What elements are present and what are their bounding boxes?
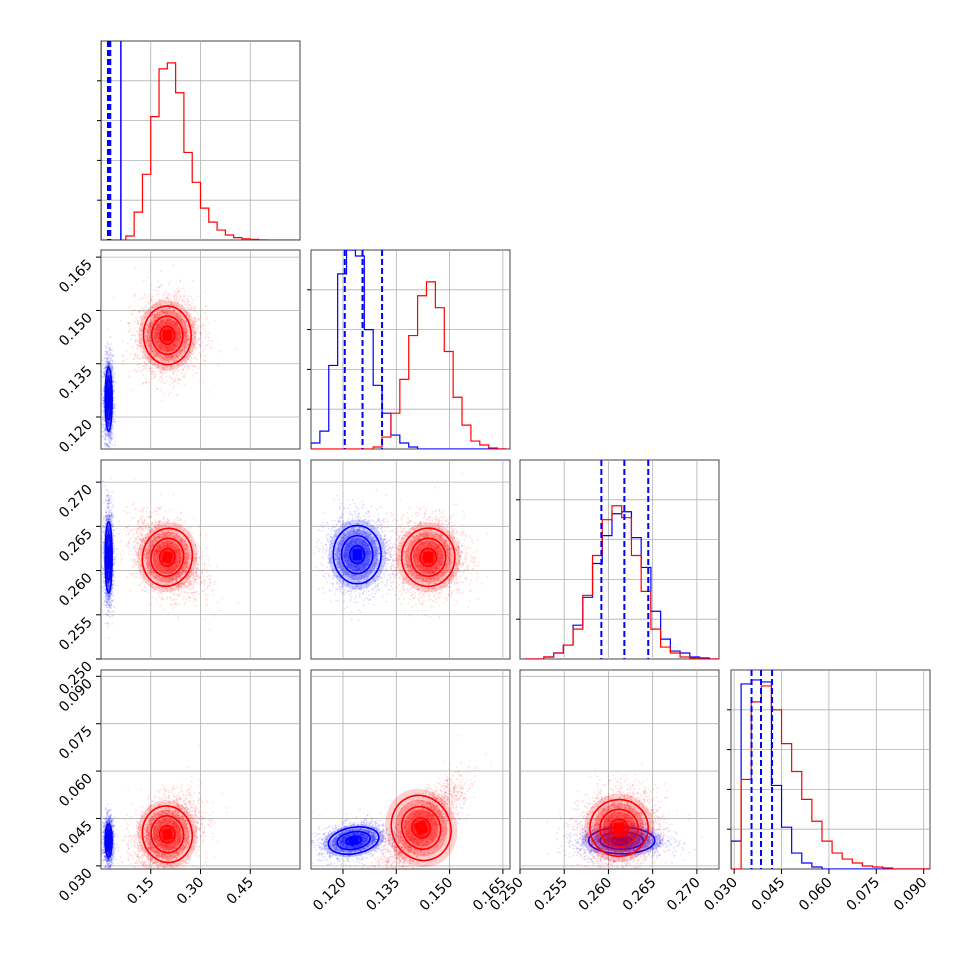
hist-panel-4-frame — [730, 669, 931, 870]
pair-panel-4-2-blue-samples — [311, 808, 428, 869]
pair-panel-4-1-red-contour-0 — [158, 824, 176, 844]
hist-panel-1-red-hist — [101, 62, 300, 240]
pair-panel-2-1-blue-contour-2 — [104, 366, 113, 432]
pair-panel-4-1-red-contour-1 — [150, 814, 185, 854]
pair-panel-4-1-red-density — [137, 800, 198, 869]
pair-panel-3-1-blue-contour-0 — [106, 545, 111, 570]
pair-panel-4-1-blue-contour-2 — [104, 823, 113, 858]
hist-panel-3 — [516, 459, 720, 660]
pair-panel-4-2-red-contour-1 — [400, 805, 442, 851]
pair-panel-4-3-red-contour-2 — [589, 798, 649, 858]
pair-panel-4-2-blue-contour-1 — [336, 830, 371, 851]
hist-panel-2-frame — [310, 249, 511, 450]
pair-panel-2-1-red-density — [138, 300, 196, 371]
pair-panel-3-2-red-density — [396, 522, 461, 593]
pair-panel-3-2 — [310, 459, 511, 660]
pair-panel-4-1-blue-density — [104, 820, 113, 861]
pair-panel-4-2-blue-contour-0 — [345, 835, 363, 846]
hist-panel-1 — [97, 40, 301, 241]
pair-panel-4-3-red-density — [584, 793, 655, 863]
hist-panel-2-red-hist — [311, 281, 507, 449]
pair-panel-4-1-blue-contour-0 — [106, 834, 111, 847]
pair-panel-2-1-red-contour-1 — [150, 315, 184, 356]
pair-panel-4-1-blue-contour-1 — [105, 828, 112, 853]
pair-panel-4-2-red-contour-2 — [390, 794, 452, 862]
pair-panel-3-1-blue-contour-2 — [104, 520, 113, 594]
pair-panel-2-1-blue-density — [104, 360, 113, 438]
pair-panel-2-1-red-contour-2 — [142, 305, 192, 366]
hist-panel-3-frame — [519, 459, 720, 660]
pair-panel-4-2-blue-contour-2 — [327, 826, 380, 856]
pair-panel-3-1-blue-contour-1 — [105, 533, 112, 582]
pair-panel-4-1-red-contour-2 — [141, 805, 194, 864]
pair-panel-3-1-red-contour-2 — [141, 527, 194, 588]
pair-panel-4-2-red-density — [385, 788, 458, 868]
pair-panel-3-2-red-contour-0 — [419, 547, 438, 568]
hist-panel-3-red-hist — [524, 505, 719, 659]
pair-panel-4-2-frame — [310, 669, 511, 870]
pair-panel-4-2-red-contour-0 — [411, 817, 432, 839]
pair-panel-3-2-blue-contour-2 — [332, 524, 382, 585]
pair-panel-2-1-blue-contour-0 — [106, 388, 111, 410]
pair-panel-3-2-red-contour-1 — [410, 537, 447, 578]
pair-panel-2-1-blue-contour-1 — [105, 377, 112, 421]
hist-panel-2-blue-hist — [311, 250, 507, 449]
pair-panel-3-1-red-contour-0 — [158, 547, 176, 567]
pair-panel-3-2-blue-contour-1 — [340, 534, 374, 575]
pair-panel-3-2-blue-density — [328, 519, 386, 590]
pair-panel-4-2-blue-density — [323, 824, 384, 858]
hist-panel-4-red-hist — [731, 685, 930, 869]
pair-panel-4-3-red-contour-0 — [609, 818, 629, 838]
pair-panel-3-1-blue-density — [104, 514, 113, 601]
pair-panel-2-1-red-contour-0 — [159, 325, 176, 346]
pair-panel-3-2-blue-contour-0 — [349, 544, 366, 565]
pair-panel-3-2-red-contour-2 — [400, 527, 456, 588]
pair-panel-3-1-red-density — [137, 522, 198, 593]
pair-panel-3-1-red-contour-1 — [150, 537, 185, 578]
pair-panel-4-3-red-contour-1 — [599, 808, 639, 848]
pair-panel-3-1-red-samples — [110, 477, 240, 631]
hist-panel-2 — [307, 249, 511, 450]
